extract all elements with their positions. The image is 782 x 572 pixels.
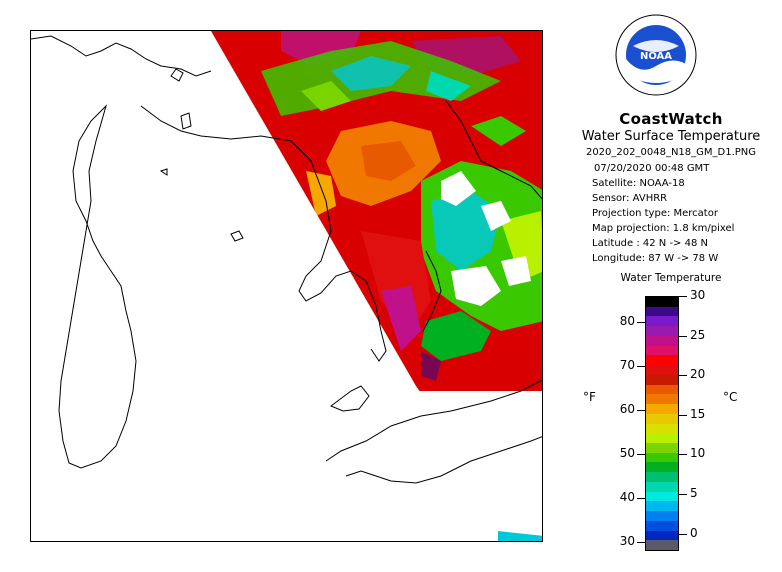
color-swatch [646, 481, 678, 492]
celsius-tick-mark [679, 375, 687, 377]
swath-fragment [498, 531, 542, 541]
celsius-tick-label: 0 [690, 525, 698, 540]
celsius-tick-mark [679, 533, 687, 535]
legend-title: Water Temperature [620, 272, 722, 284]
satellite-swath [211, 31, 542, 391]
fahrenheit-tick-mark [637, 322, 645, 324]
sensor-line: Sensor: AVHRR [592, 193, 668, 204]
celsius-tick-mark [679, 296, 687, 297]
color-swatch [646, 374, 678, 385]
brand-title: CoastWatch [619, 110, 723, 128]
metadata-block: 07/20/2020 00:48 GMT Satellite: NOAA-18 … [592, 161, 734, 266]
celsius-tick-mark [679, 335, 687, 337]
fahrenheit-tick-label: 30 [619, 534, 635, 549]
celsius-tick-mark [679, 454, 687, 456]
sst-map [31, 31, 542, 541]
color-swatch [646, 345, 678, 356]
fahrenheit-tick-label: 40 [619, 490, 635, 505]
fahrenheit-unit: °F [583, 390, 596, 404]
fahrenheit-tick-label: 50 [619, 446, 635, 461]
color-swatch [646, 394, 678, 405]
celsius-tick-label: 25 [690, 327, 706, 342]
celsius-tick-label: 30 [690, 288, 706, 302]
fahrenheit-tick-label: 60 [619, 402, 635, 417]
map-panel [30, 30, 543, 542]
celsius-unit: °C [723, 390, 738, 404]
color-swatch [646, 452, 678, 463]
logo-text: NOAA [640, 51, 672, 62]
color-swatch [646, 297, 678, 307]
celsius-tick-mark [679, 414, 687, 416]
color-swatch [646, 520, 678, 531]
noaa-logo-icon: NOAA [615, 14, 697, 96]
color-swatch [646, 491, 678, 502]
color-swatch [646, 433, 678, 444]
color-swatch [646, 413, 678, 424]
fahrenheit-tick-mark [637, 410, 645, 412]
color-swatch [646, 316, 678, 327]
longitude-line: Longitude: 87 W -> 78 W [592, 253, 719, 264]
fahrenheit-tick-mark [637, 366, 645, 368]
fahrenheit-tick-label: 70 [619, 358, 635, 373]
fahrenheit-tick-mark [637, 454, 645, 456]
latitude-line: Latitude : 42 N -> 48 N [592, 238, 708, 249]
color-swatch [646, 530, 678, 541]
satellite-line: Satellite: NOAA-18 [592, 178, 685, 189]
color-swatch [646, 472, 678, 482]
celsius-tick-label: 10 [690, 446, 706, 461]
celsius-tick-label: 15 [690, 406, 706, 421]
product-subtitle: Water Surface Temperature [581, 129, 761, 144]
color-swatch [646, 423, 678, 434]
coastlines [31, 35, 542, 484]
datetime: 07/20/2020 00:48 GMT [594, 163, 710, 174]
color-swatch [646, 462, 678, 473]
color-scale-bar [645, 296, 679, 551]
fahrenheit-tick-mark [637, 498, 645, 500]
color-swatch [646, 384, 678, 395]
color-swatch [646, 306, 678, 317]
fahrenheit-tick-mark [637, 542, 645, 544]
color-swatch [646, 511, 678, 521]
color-swatch [646, 540, 678, 551]
color-swatch [646, 335, 678, 346]
celsius-tick-label: 20 [690, 367, 706, 382]
map-projection-line: Map projection: 1.8 km/pixel [592, 223, 735, 234]
color-swatch [646, 355, 678, 366]
fahrenheit-tick-label: 80 [619, 314, 635, 329]
color-swatch [646, 365, 678, 375]
file-name: 2020_202_0048_N18_GM_D1.PNG [585, 147, 757, 158]
color-swatch [646, 326, 678, 336]
color-swatch [646, 404, 678, 414]
celsius-tick-label: 5 [690, 485, 698, 500]
color-swatch [646, 443, 678, 453]
projection-type-line: Projection type: Mercator [592, 208, 718, 219]
celsius-tick-mark [679, 493, 687, 495]
color-swatch [646, 501, 678, 512]
